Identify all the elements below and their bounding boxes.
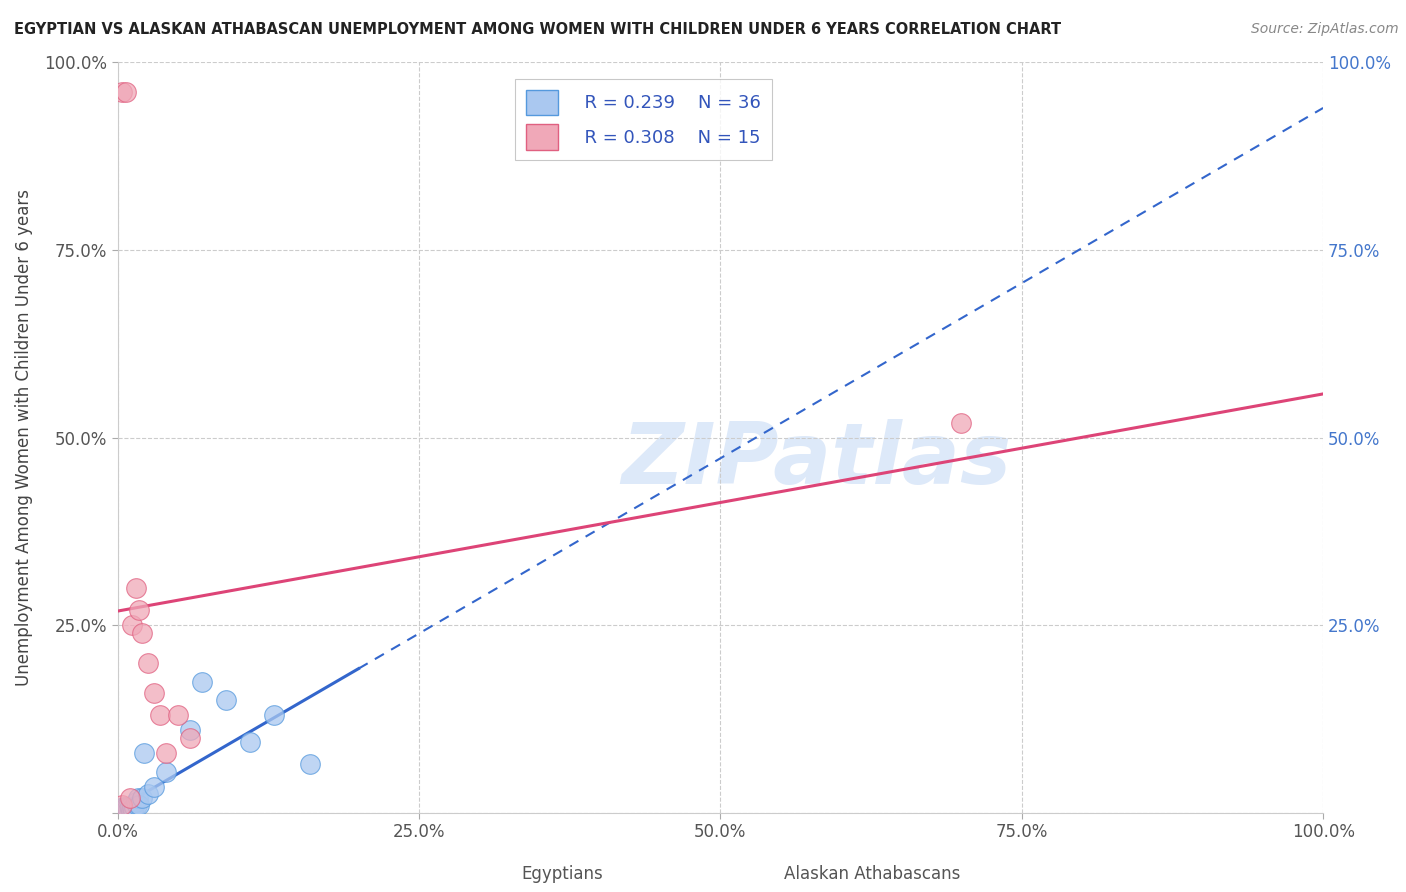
Point [239, 734, 262, 748]
Point [111, 803, 134, 817]
Point [179, 723, 201, 738]
Point [108, 803, 131, 817]
Point [115, 85, 138, 99]
Point [142, 780, 165, 794]
Text: EGYPTIAN VS ALASKAN ATHABASCAN UNEMPLOYMENT AMONG WOMEN WITH CHILDREN UNDER 6 YE: EGYPTIAN VS ALASKAN ATHABASCAN UNEMPLOYM… [14, 22, 1062, 37]
Point [112, 801, 135, 815]
Text: Alaskan Athabascans: Alaskan Athabascans [783, 864, 960, 882]
Point [155, 764, 177, 779]
Point [149, 708, 172, 723]
Point [114, 803, 136, 817]
Point [125, 798, 148, 813]
Text: Egyptians: Egyptians [522, 864, 603, 882]
Point [132, 746, 155, 760]
Point [136, 787, 159, 801]
Point [112, 803, 135, 817]
Point [155, 746, 177, 760]
Point [121, 618, 143, 632]
Point [131, 625, 153, 640]
Point [118, 803, 141, 817]
Text: Source: ZipAtlas.com: Source: ZipAtlas.com [1251, 22, 1399, 37]
Point [110, 803, 132, 817]
Point [215, 693, 238, 707]
Point [128, 603, 150, 617]
Point [110, 801, 132, 815]
Point [131, 790, 153, 805]
Point [115, 800, 138, 814]
Point [111, 798, 134, 813]
Point [124, 795, 146, 809]
Point [115, 803, 138, 817]
Point [179, 731, 201, 745]
Point [118, 790, 141, 805]
Point [263, 708, 285, 723]
Point [142, 686, 165, 700]
Point [127, 790, 149, 805]
Point [121, 801, 143, 815]
Point [115, 800, 138, 814]
Point [136, 656, 159, 670]
Point [114, 800, 136, 814]
Point [191, 674, 214, 689]
Point [950, 416, 973, 430]
Point [117, 803, 139, 817]
Point [120, 803, 142, 817]
Point [118, 800, 141, 814]
Point [299, 757, 322, 772]
Point [166, 708, 188, 723]
Point [124, 800, 146, 814]
Point [124, 581, 146, 595]
Legend:   R = 0.239    N = 36,   R = 0.308    N = 15: R = 0.239 N = 36, R = 0.308 N = 15 [515, 78, 772, 161]
Text: ZIPatlas: ZIPatlas [621, 418, 1012, 501]
Point [128, 798, 150, 813]
Point [112, 800, 135, 814]
Point [115, 803, 138, 817]
Point [111, 800, 134, 814]
Point [111, 85, 134, 99]
Y-axis label: Unemployment Among Women with Children Under 6 years: Unemployment Among Women with Children U… [15, 189, 32, 686]
Point [122, 803, 145, 817]
